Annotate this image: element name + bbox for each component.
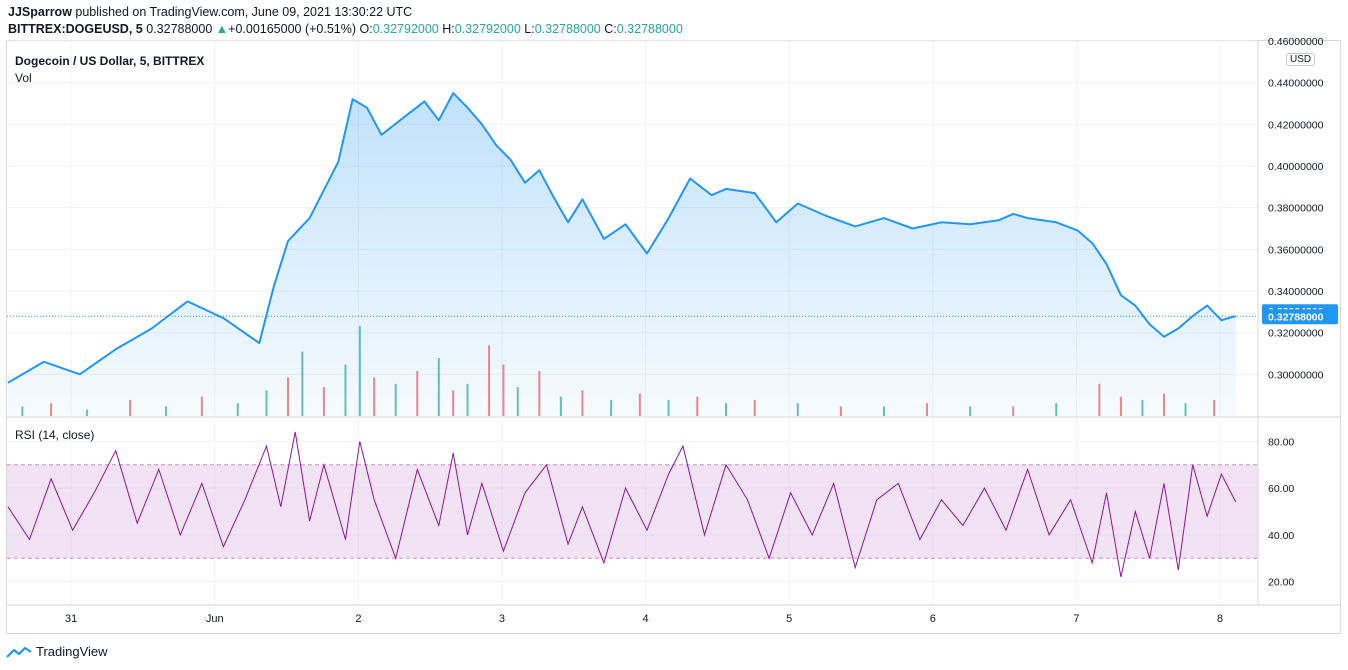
time-tick-label: 4 xyxy=(643,613,649,625)
time-tick-label: 8 xyxy=(1217,613,1223,625)
publish-text: published on TradingView.com, June 09, 2… xyxy=(75,5,413,19)
rsi-title: RSI (14, close) xyxy=(15,428,95,442)
time-tick-label: 2 xyxy=(355,613,361,625)
price-tick-label: 0.32000000 xyxy=(1268,328,1324,340)
low-value: 0.32788000 xyxy=(534,22,601,36)
footer: TradingView xyxy=(6,644,108,659)
rsi-line xyxy=(7,431,1237,578)
price-tick-label: 0.38000000 xyxy=(1268,203,1324,215)
price-change: +0.00165000 (+0.51%) xyxy=(228,22,357,36)
time-tick-label: 3 xyxy=(499,613,505,625)
last-price-badge xyxy=(1262,309,1338,325)
tradingview-logo-icon xyxy=(6,646,32,658)
price-tick-label: 0.40000000 xyxy=(1268,161,1324,173)
high-value: 0.32792000 xyxy=(454,22,521,36)
price-line xyxy=(7,92,1237,384)
time-tick-label: 31 xyxy=(65,613,77,625)
close-label: C: xyxy=(604,22,617,36)
rsi-tick-label: 60.00 xyxy=(1268,483,1294,495)
close-value: 0.32788000 xyxy=(616,22,683,36)
up-arrow-icon: ▲ xyxy=(215,22,229,36)
price-area xyxy=(8,93,1236,416)
low-label: L: xyxy=(524,22,535,36)
open-label: O: xyxy=(359,22,373,36)
last-price: 0.32788000 xyxy=(146,22,213,36)
open-value: 0.32792000 xyxy=(372,22,439,36)
high-label: H: xyxy=(442,22,455,36)
price-tick-label: 0.46000000 xyxy=(1268,36,1324,48)
author-name[interactable]: JJSparrow xyxy=(8,5,72,19)
volume-label: Vol xyxy=(15,71,32,85)
rsi-band xyxy=(7,464,1258,559)
brand-name[interactable]: TradingView xyxy=(36,644,108,659)
price-tick-label: 0.42000000 xyxy=(1268,119,1324,131)
currency-badge[interactable]: USD xyxy=(1286,53,1316,66)
time-tick-label: 5 xyxy=(786,613,792,625)
time-tick-label: 6 xyxy=(930,613,936,625)
time-tick-label: 7 xyxy=(1073,613,1079,625)
time-tick-label: Jun xyxy=(206,613,224,625)
rsi-tick-label: 40.00 xyxy=(1268,530,1294,542)
main-title: Dogecoin / US Dollar, 5, BITTREX xyxy=(15,54,205,68)
last-price-badge-text: 0.32788000 xyxy=(1268,311,1324,323)
rsi-tick-label: 20.00 xyxy=(1268,577,1294,589)
ohlc-bar: BITTREX:DOGEUSD, 5 0.32788000 ▲+0.001650… xyxy=(8,22,683,36)
rsi-tick-label: 80.00 xyxy=(1268,436,1294,448)
symbol-label: BITTREX:DOGEUSD, 5 xyxy=(8,22,143,36)
price-tick-label: 0.30000000 xyxy=(1268,369,1324,381)
price-tick-label: 0.44000000 xyxy=(1268,78,1324,90)
publish-info: JJSparrow published on TradingView.com, … xyxy=(8,5,412,19)
price-tick-label: 0.34000000 xyxy=(1268,286,1324,298)
price-tick-label: 0.36000000 xyxy=(1268,244,1324,256)
